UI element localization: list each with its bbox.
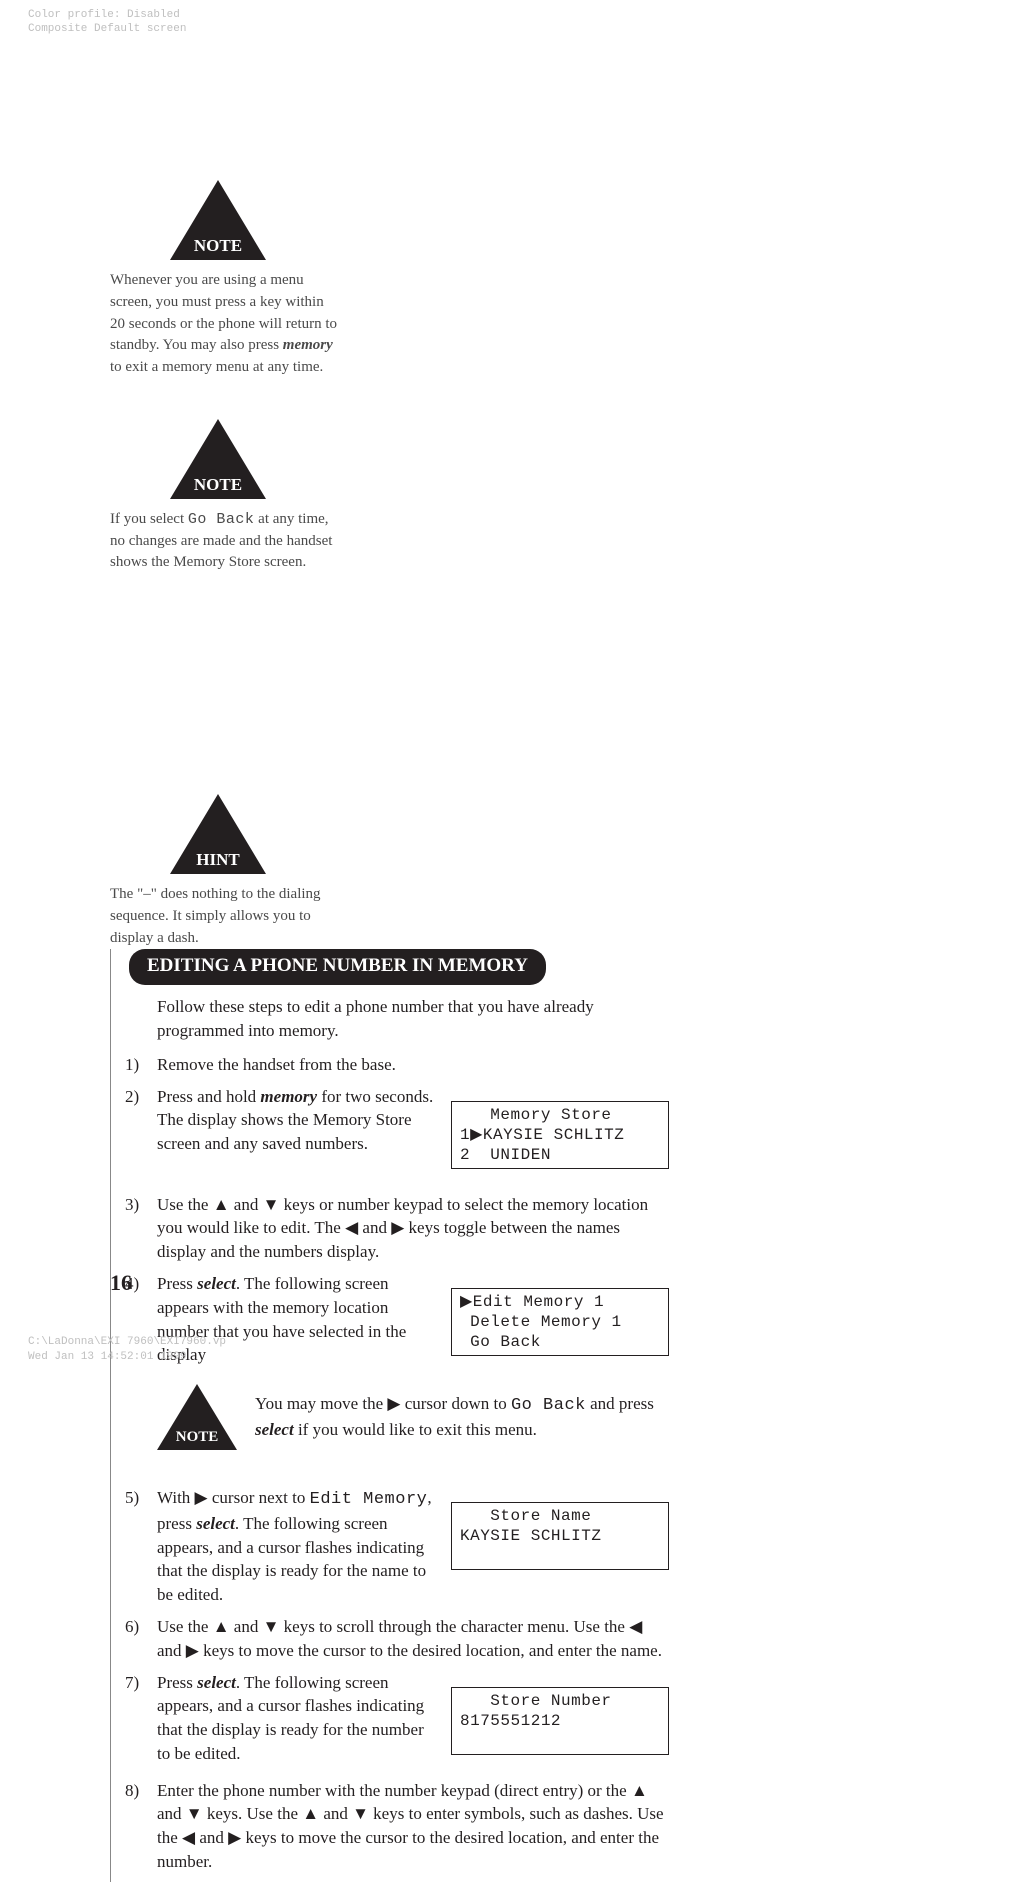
step-2: 2) Press and hold memory for two seconds… [129, 1085, 669, 1185]
step-6-body: Use the ▲ and ▼ keys to scroll through t… [157, 1615, 669, 1663]
inline-note-text: You may move the ▶ cursor down to Go Bac… [255, 1392, 669, 1450]
step-1: 1) Remove the handset from the base. [129, 1053, 669, 1077]
page-number: 16 [110, 1270, 132, 1296]
step5-keyword: select [196, 1514, 235, 1533]
step5-a: With ▶ cursor next to [157, 1488, 310, 1507]
step-7-text: Press select. The following screen appea… [157, 1671, 435, 1766]
note-text-2: If you select Go Back at any time, no ch… [110, 509, 340, 574]
step-3: 3) Use the ▲ and ▼ keys or number keypad… [129, 1193, 669, 1264]
step5-mono: Edit Memory [310, 1490, 428, 1509]
lcd-edit-menu: ▶Edit Memory 1 Delete Memory 1 Go Back [451, 1288, 669, 1356]
lcd-store-name: Store Name KAYSIE SCHLITZ [451, 1502, 669, 1570]
note1-keyword: memory [283, 337, 333, 353]
profile-line-2: Composite Default screen [28, 22, 186, 36]
step-5-num: 5) [125, 1486, 139, 1510]
footer-line-2: Wed Jan 13 14:52:01 1999 [28, 1350, 226, 1364]
step-7-num: 7) [125, 1671, 139, 1695]
inline-note: NOTE You may move the ▶ cursor down to G… [157, 1384, 669, 1450]
note-label-2: NOTE [188, 475, 248, 495]
note-triangle-1: NOTE [170, 180, 266, 260]
step-8: 8) Enter the phone number with the numbe… [129, 1779, 669, 1874]
step-7: 7) Press select. The following screen ap… [129, 1671, 669, 1771]
lcd-store-number: Store Number 8175551212 [451, 1687, 669, 1755]
step-1-body: Remove the handset from the base. [157, 1053, 669, 1077]
step7-keyword: select [197, 1673, 236, 1692]
step2-keyword: memory [260, 1087, 317, 1106]
step-1-num: 1) [125, 1053, 139, 1077]
note1-part-c: to exit a memory menu at any time. [110, 359, 323, 375]
note2-mono: Go Back [188, 511, 255, 528]
note2-part-a: If you select [110, 511, 188, 527]
header-meta: Color profile: Disabled Composite Defaul… [28, 8, 186, 37]
note-label-1: NOTE [188, 236, 248, 256]
step4-a: Press [157, 1274, 197, 1293]
footer-line-1: C:\LaDonna\EXI 7960\EXI7960.vp [28, 1335, 226, 1349]
step7-a: Press [157, 1673, 197, 1692]
page-content: NOTE Whenever you are using a menu scree… [110, 180, 910, 1882]
hint-text: The "–" does nothing to the dialing sequ… [110, 884, 340, 949]
step-3-body: Use the ▲ and ▼ keys or number keypad to… [157, 1193, 669, 1264]
step-6: 6) Use the ▲ and ▼ keys to scroll throug… [129, 1615, 669, 1663]
note-triangle-2: NOTE [170, 419, 266, 499]
step-6-num: 6) [125, 1615, 139, 1639]
step-8-num: 8) [125, 1779, 139, 1803]
hint-label: HINT [188, 850, 248, 870]
step4-keyword: select [197, 1274, 236, 1293]
inote-a: You may move the ▶ cursor down to [255, 1394, 511, 1413]
step2-a: Press and hold [157, 1087, 260, 1106]
step-3-num: 3) [125, 1193, 139, 1217]
step-2-text: Press and hold memory for two seconds. T… [157, 1085, 435, 1156]
note-text-1: Whenever you are using a menu screen, yo… [110, 270, 340, 379]
inote-keyword: select [255, 1420, 294, 1439]
profile-line-1: Color profile: Disabled [28, 8, 186, 22]
main-column: EDITING A PHONE NUMBER IN MEMORY Follow … [110, 949, 669, 1882]
step-5: 5) With ▶ cursor next to Edit Memory, pr… [129, 1486, 669, 1607]
sidebar-column: NOTE Whenever you are using a menu scree… [110, 180, 358, 949]
lcd-memory-store: Memory Store 1▶KAYSIE SCHLITZ 2 UNIDEN [451, 1101, 669, 1169]
step-8-body: Enter the phone number with the number k… [157, 1779, 669, 1874]
step-2-num: 2) [125, 1085, 139, 1109]
footer-meta: C:\LaDonna\EXI 7960\EXI7960.vp Wed Jan 1… [28, 1335, 226, 1364]
intro-text: Follow these steps to edit a phone numbe… [157, 995, 669, 1043]
inote-mono: Go Back [511, 1396, 586, 1415]
step-5-text: With ▶ cursor next to Edit Memory, press… [157, 1486, 435, 1607]
section-title: EDITING A PHONE NUMBER IN MEMORY [129, 949, 546, 985]
inote-c: and press [586, 1394, 654, 1413]
inline-note-triangle: NOTE [157, 1384, 237, 1450]
inote-e: if you would like to exit this menu. [294, 1420, 537, 1439]
inline-note-label: NOTE [171, 1429, 223, 1446]
hint-triangle: HINT [170, 794, 266, 874]
